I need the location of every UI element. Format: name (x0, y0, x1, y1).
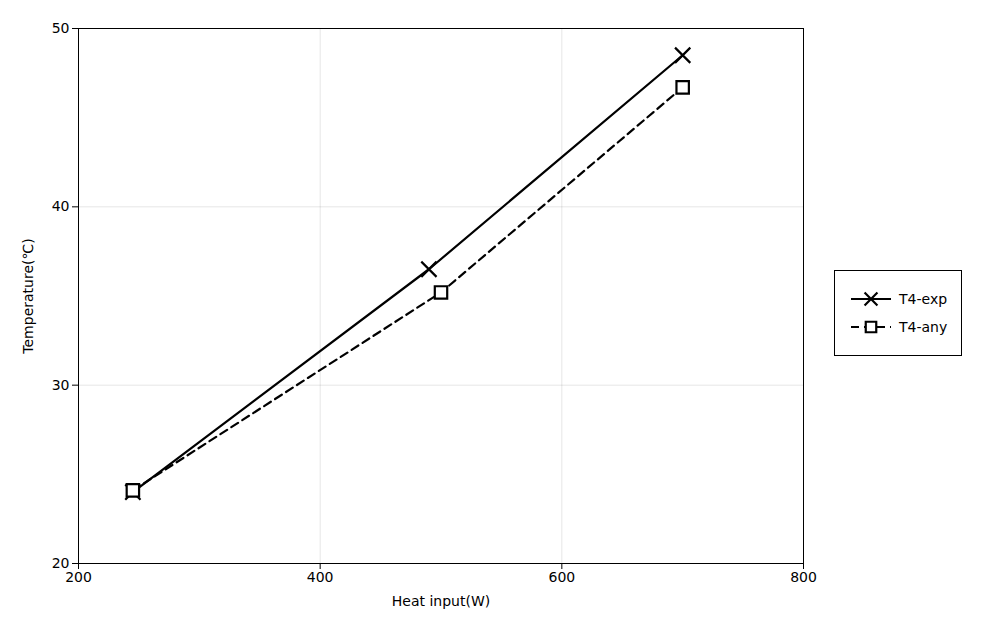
svg-text:20: 20 (51, 555, 70, 571)
svg-text:40: 40 (52, 198, 70, 214)
html-text:T4-exp: T4-exp (899, 291, 948, 307)
svg-text:200: 200 (65, 569, 92, 585)
svg-text:Heat input(W): Heat input(W) (392, 593, 490, 609)
svg-text:800: 800 (790, 569, 817, 585)
svg-text:600: 600 (548, 569, 575, 585)
svg-text:50: 50 (52, 20, 70, 36)
svg-text:30: 30 (52, 377, 70, 393)
svg-text:Temperature(℃): Temperature(℃) (20, 238, 36, 354)
html-text:T4-any: T4-any (899, 319, 948, 335)
svg-text:400: 400 (307, 569, 334, 585)
